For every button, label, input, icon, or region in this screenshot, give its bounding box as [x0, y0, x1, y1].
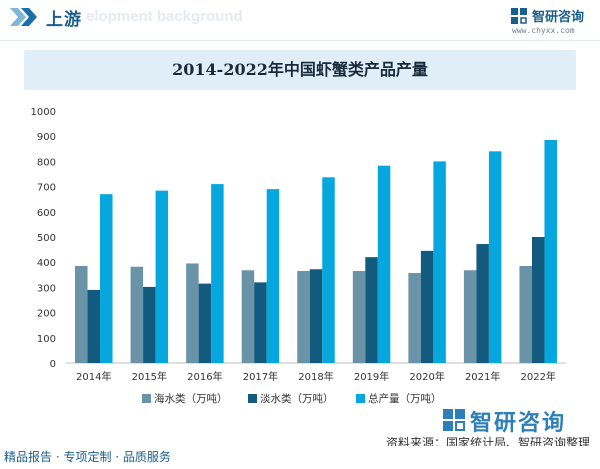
x-tick-label: 2020年: [409, 370, 444, 383]
bar: [544, 139, 557, 363]
bar: [531, 237, 545, 363]
chart-title-bar: [24, 50, 576, 90]
footer-bar: [0, 446, 600, 469]
legend-label: 淡水类（万吨）: [260, 392, 334, 405]
bar: [433, 161, 446, 363]
footer-logo-icon: [443, 409, 465, 431]
y-tick-label: 800: [37, 157, 56, 168]
bar: [322, 177, 335, 363]
bar: [143, 286, 156, 363]
chart-title: 2014-2022年中国虾蟹类产品产量: [172, 60, 428, 79]
x-tick-label: 2019年: [354, 370, 389, 383]
y-tick-label: 500: [37, 233, 56, 244]
bar: [198, 283, 212, 363]
header: elopment background 上游 智研咨询 www.chyxx.co…: [0, 0, 600, 40]
x-tick-label: 2017年: [243, 370, 278, 383]
bar: [130, 266, 144, 363]
brand-name: 智研咨询: [532, 10, 585, 25]
bar: [155, 190, 169, 363]
x-tick-label: 2016年: [187, 370, 222, 383]
brand-logo-icon: [511, 8, 527, 24]
x-tick-label: 2014年: [76, 370, 111, 383]
y-tick-label: 1000: [31, 107, 56, 118]
legend-label: 海水类（万吨）: [154, 392, 228, 405]
section-title: 上游: [46, 10, 82, 30]
bar: [186, 263, 199, 363]
bar: [309, 269, 323, 363]
bar: [75, 265, 88, 363]
y-tick-label: 600: [37, 208, 56, 219]
legend-swatch: [248, 394, 257, 403]
legend-swatch: [356, 394, 365, 403]
x-tick-label: 2018年: [298, 370, 333, 383]
y-tick-label: 300: [37, 283, 56, 294]
footer-tagline: 精品报告 · 专项定制 · 品质服务: [4, 450, 171, 464]
bar: [254, 282, 267, 363]
bar: [365, 257, 378, 363]
legend-label: 总产量（万吨）: [368, 392, 442, 405]
header-divider: [0, 40, 600, 41]
x-tick-label: 2015年: [132, 370, 167, 383]
y-tick-label: 0: [50, 359, 56, 370]
bar: [297, 271, 310, 363]
legend-swatch: [142, 394, 151, 403]
bar: [100, 194, 113, 363]
bar: [377, 165, 391, 363]
bar: [519, 265, 532, 363]
x-tick-label: 2022年: [520, 370, 555, 383]
bar: [488, 151, 502, 363]
footer-logo-text: 智研咨询: [470, 411, 567, 436]
y-tick-label: 900: [37, 132, 56, 143]
x-tick-label: 2021年: [465, 370, 500, 383]
y-tick-label: 700: [37, 183, 56, 194]
bar: [352, 271, 366, 363]
bar: [420, 250, 434, 363]
bar: [241, 270, 255, 363]
bar: [463, 270, 477, 363]
bar: [408, 273, 421, 363]
bar: [211, 184, 224, 363]
brand-url: www.chyxx.com: [512, 26, 575, 35]
bar: [87, 289, 101, 363]
section-ghost-text: elopment background: [86, 8, 243, 25]
y-tick-label: 200: [37, 309, 56, 320]
chevron-right-icon: [10, 8, 37, 26]
y-tick-label: 400: [37, 258, 56, 269]
y-tick-label: 100: [37, 334, 56, 345]
bar: [266, 189, 280, 363]
bar: [476, 244, 489, 363]
